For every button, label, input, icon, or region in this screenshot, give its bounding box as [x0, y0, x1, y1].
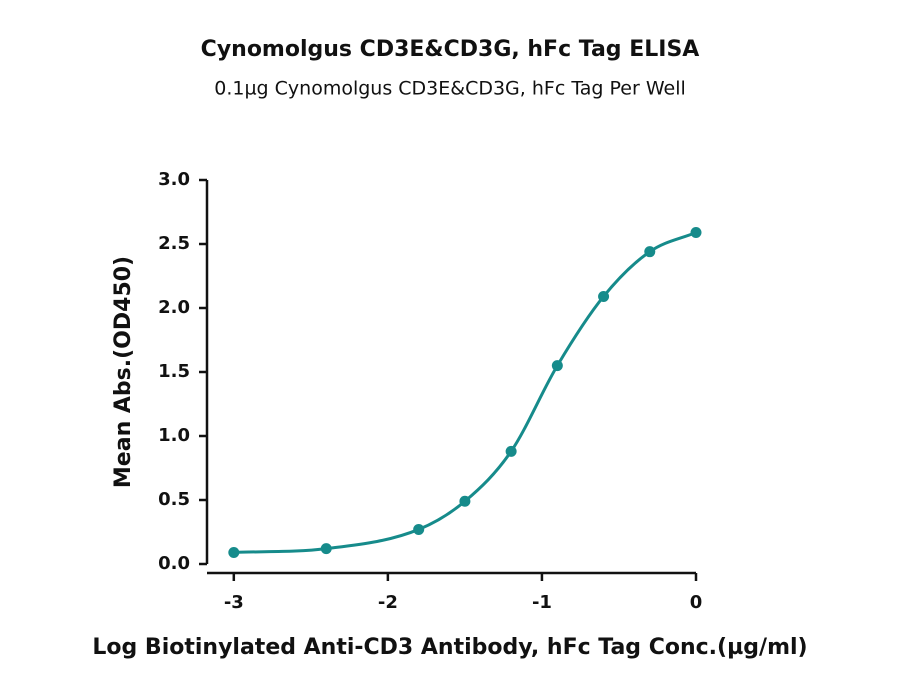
data-point	[551, 360, 563, 372]
y-tick-label: 3.0	[158, 169, 190, 190]
data-point	[459, 495, 471, 507]
y-tick-label: 2.5	[158, 233, 190, 254]
y-axis-label: Mean Abs.(OD450)	[111, 256, 136, 488]
x-tick-label: -3	[224, 592, 244, 613]
x-tick-label: -2	[378, 592, 398, 613]
data-point	[644, 246, 656, 258]
data-point	[598, 290, 610, 302]
x-tick-label: 0	[690, 592, 703, 613]
x-tick-label: -1	[532, 592, 552, 613]
data-point	[413, 523, 425, 535]
x-axis-label: Log Biotinylated Anti-CD3 Antibody, hFc …	[92, 635, 807, 660]
data-point	[228, 546, 240, 558]
y-tick-label: 1.5	[158, 361, 190, 382]
chart-subtitle: 0.1µg Cynomolgus CD3E&CD3G, hFc Tag Per …	[214, 78, 686, 100]
y-tick-label: 0.5	[158, 489, 190, 510]
data-point	[690, 226, 702, 238]
chart-title: Cynomolgus CD3E&CD3G, hFc Tag ELISA	[201, 37, 700, 62]
y-tick-label: 0.0	[158, 553, 190, 574]
y-tick-label: 1.0	[158, 425, 190, 446]
y-tick-label: 2.0	[158, 297, 190, 318]
data-point	[320, 543, 332, 555]
data-point	[505, 445, 517, 457]
